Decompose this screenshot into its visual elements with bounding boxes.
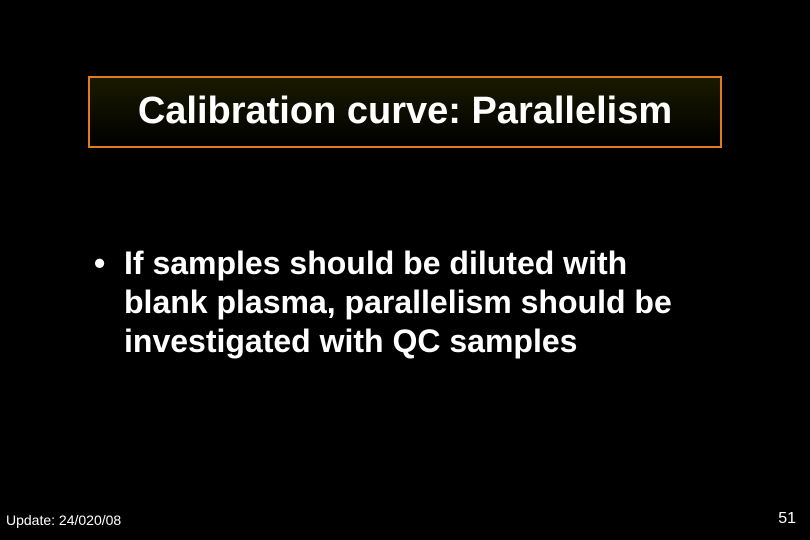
title-box: Calibration curve: Parallelism: [88, 76, 722, 148]
slide: Calibration curve: Parallelism • If samp…: [0, 0, 810, 540]
footer-page-number: 51: [778, 510, 796, 528]
footer-update-text: Update: 24/020/08: [6, 512, 121, 528]
bullet-marker: •: [94, 244, 124, 283]
body-area: • If samples should be diluted with blan…: [94, 244, 714, 361]
slide-title: Calibration curve: Parallelism: [138, 91, 672, 133]
bullet-text: If samples should be diluted with blank …: [124, 244, 714, 361]
bullet-item: • If samples should be diluted with blan…: [94, 244, 714, 361]
